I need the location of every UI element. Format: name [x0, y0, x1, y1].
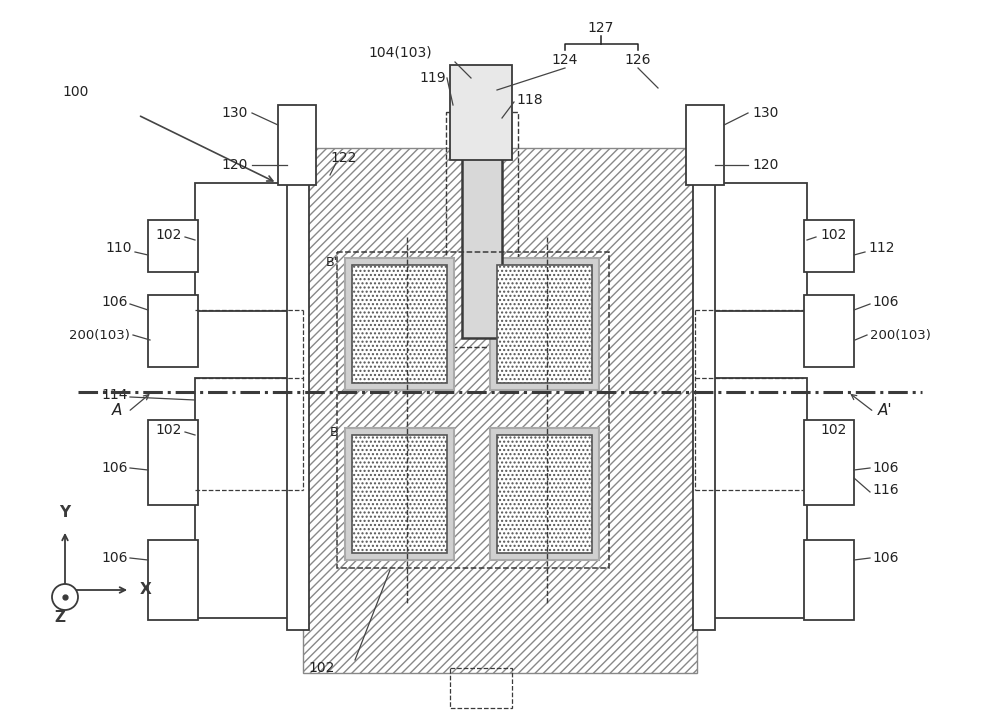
Bar: [804, 220, 854, 272]
Bar: [497, 265, 592, 383]
Text: C: C: [498, 426, 507, 438]
Text: 104(103): 104(103): [368, 45, 432, 59]
Text: 100: 100: [62, 85, 88, 99]
Bar: [686, 105, 724, 185]
Bar: [148, 295, 198, 367]
Bar: [693, 140, 715, 630]
Text: 130: 130: [752, 106, 778, 120]
Circle shape: [52, 584, 78, 610]
Text: 114: 114: [102, 388, 128, 402]
Text: 110: 110: [106, 241, 132, 255]
Text: A: A: [112, 403, 122, 418]
Text: B': B': [326, 256, 338, 269]
Bar: [195, 183, 307, 311]
Text: 124: 124: [552, 53, 578, 67]
Bar: [804, 295, 854, 367]
Bar: [287, 140, 309, 630]
Text: 119: 119: [419, 71, 446, 85]
Text: 122: 122: [330, 151, 356, 165]
Bar: [148, 540, 198, 620]
Bar: [352, 435, 447, 553]
Text: 102: 102: [820, 228, 846, 242]
Bar: [695, 183, 807, 311]
Text: 118: 118: [516, 93, 543, 107]
Text: 106: 106: [872, 551, 898, 565]
Bar: [462, 118, 502, 338]
Bar: [195, 378, 307, 618]
Bar: [148, 420, 198, 505]
Text: 200(103): 200(103): [870, 328, 931, 341]
Bar: [450, 65, 512, 160]
Text: C'': C'': [498, 256, 514, 269]
Text: X: X: [140, 582, 152, 598]
Text: 106: 106: [872, 461, 898, 475]
Text: 120: 120: [222, 158, 248, 172]
Text: 200(103): 200(103): [69, 328, 130, 341]
Bar: [345, 428, 454, 560]
Bar: [804, 540, 854, 620]
Bar: [695, 378, 807, 618]
Bar: [497, 435, 592, 553]
Bar: [148, 220, 198, 272]
Text: 120: 120: [752, 158, 778, 172]
Text: 126: 126: [625, 53, 651, 67]
Text: 102: 102: [309, 661, 335, 675]
Text: 102: 102: [156, 423, 182, 437]
Bar: [303, 148, 697, 673]
Text: 112: 112: [868, 241, 895, 255]
Bar: [804, 420, 854, 505]
Text: 127: 127: [588, 21, 614, 35]
Bar: [450, 668, 512, 708]
Text: Y: Y: [59, 505, 71, 520]
Bar: [490, 428, 599, 560]
Text: 102: 102: [156, 228, 182, 242]
Bar: [352, 265, 447, 383]
Bar: [490, 258, 599, 390]
Text: 116: 116: [872, 483, 899, 497]
Text: 106: 106: [102, 461, 128, 475]
Bar: [278, 105, 316, 185]
Text: 106: 106: [102, 295, 128, 309]
Text: 106: 106: [872, 295, 898, 309]
Text: A': A': [878, 403, 893, 418]
Bar: [446, 112, 518, 347]
Text: Z: Z: [54, 611, 66, 626]
Text: 106: 106: [102, 551, 128, 565]
Text: 130: 130: [222, 106, 248, 120]
Text: B: B: [329, 426, 338, 438]
Bar: [337, 252, 609, 568]
Bar: [345, 258, 454, 390]
Text: 102: 102: [820, 423, 846, 437]
